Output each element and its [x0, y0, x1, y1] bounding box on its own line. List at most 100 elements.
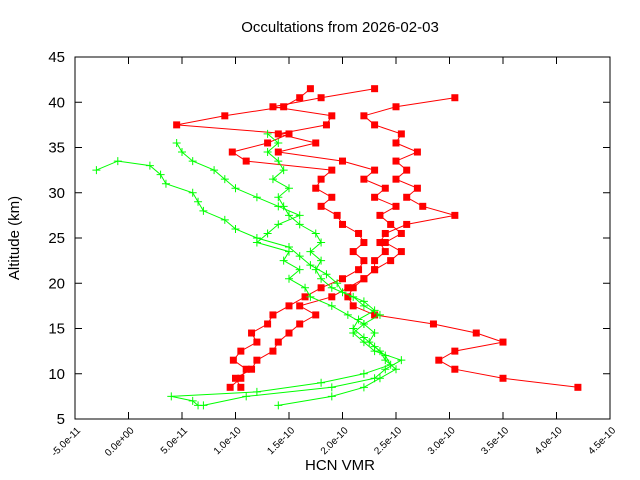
y-tick-label: 20	[48, 275, 65, 292]
profile-line	[176, 88, 365, 388]
square-marker	[328, 293, 336, 301]
plus-marker	[220, 175, 229, 184]
plus-marker	[375, 310, 384, 319]
square-marker	[344, 293, 352, 301]
square-marker	[360, 175, 368, 183]
square-marker	[403, 193, 411, 201]
square-marker	[392, 103, 400, 111]
square-marker	[355, 229, 363, 237]
square-marker	[355, 266, 363, 274]
square-marker	[360, 239, 368, 247]
plus-marker	[188, 396, 197, 405]
plus-marker	[381, 356, 390, 365]
square-marker	[173, 121, 181, 129]
plus-marker	[375, 347, 384, 356]
square-marker	[344, 284, 352, 292]
plus-marker	[210, 166, 219, 175]
square-marker	[339, 220, 346, 228]
square-marker	[360, 257, 368, 265]
plus-marker	[274, 401, 283, 410]
plus-marker	[295, 220, 304, 229]
square-marker	[312, 184, 320, 192]
plus-marker	[220, 215, 229, 224]
square-marker	[371, 193, 379, 201]
plus-marker	[285, 184, 293, 193]
plus-marker	[172, 138, 181, 147]
plus-marker	[285, 247, 293, 256]
square-marker	[264, 139, 272, 147]
y-tick-label: 30	[48, 185, 65, 202]
square-marker	[360, 112, 368, 120]
square-marker	[328, 166, 336, 174]
square-marker	[242, 157, 250, 165]
plus-marker	[167, 392, 176, 401]
plus-marker	[231, 184, 240, 193]
square-marker	[280, 103, 288, 111]
square-marker	[403, 166, 411, 174]
square-marker	[269, 103, 277, 111]
square-marker	[451, 347, 459, 355]
square-marker	[317, 175, 325, 183]
square-marker	[269, 311, 277, 319]
plus-marker	[359, 383, 368, 392]
square-marker	[285, 329, 293, 337]
square-marker	[237, 347, 245, 355]
plus-marker	[274, 220, 283, 229]
plus-marker	[317, 274, 326, 283]
square-marker	[274, 130, 282, 138]
square-marker	[392, 139, 400, 147]
plus-marker	[306, 292, 315, 301]
square-marker	[371, 85, 379, 93]
plus-marker	[359, 369, 368, 378]
square-marker	[451, 211, 459, 219]
x-axis-label: HCN VMR	[305, 457, 375, 474]
square-marker	[392, 157, 400, 165]
plus-marker	[311, 229, 320, 238]
plus-marker	[274, 138, 283, 147]
y-tick-label: 45	[48, 49, 65, 66]
chart-title: Occultations from 2026-02-03	[241, 19, 439, 36]
square-marker	[232, 374, 239, 382]
y-tick-label: 15	[48, 321, 65, 338]
plus-marker	[279, 202, 288, 211]
square-marker	[381, 248, 389, 256]
plus-marker	[156, 170, 165, 179]
plus-marker	[295, 252, 304, 261]
plus-marker	[392, 365, 400, 374]
plus-marker	[381, 365, 390, 374]
square-marker	[339, 275, 346, 283]
plus-marker	[317, 378, 326, 387]
square-marker	[397, 229, 405, 237]
plus-marker	[349, 329, 358, 338]
plus-marker	[231, 224, 240, 233]
square-marker	[228, 148, 236, 156]
square-marker	[376, 211, 384, 219]
plus-marker	[327, 383, 336, 392]
plus-marker	[375, 374, 384, 383]
square-marker	[397, 248, 405, 256]
square-marker	[317, 202, 325, 210]
square-marker	[403, 220, 411, 228]
square-marker	[306, 85, 314, 93]
plus-marker	[317, 238, 326, 247]
square-marker	[574, 383, 582, 391]
plus-marker	[285, 274, 293, 283]
square-marker	[274, 338, 282, 346]
square-marker	[333, 211, 341, 219]
square-marker	[312, 311, 320, 319]
plus-marker	[274, 157, 283, 166]
square-marker	[387, 220, 395, 228]
square-marker	[317, 284, 325, 292]
square-marker	[264, 320, 272, 328]
plus-marker	[279, 166, 288, 175]
square-marker	[349, 302, 357, 310]
y-tick-label: 25	[48, 230, 65, 247]
square-marker	[349, 284, 357, 292]
square-marker	[499, 374, 507, 382]
square-marker	[472, 329, 480, 337]
plus-marker	[263, 229, 272, 238]
y-tick-label: 35	[48, 140, 65, 157]
square-marker	[221, 112, 229, 120]
square-marker	[237, 383, 245, 391]
